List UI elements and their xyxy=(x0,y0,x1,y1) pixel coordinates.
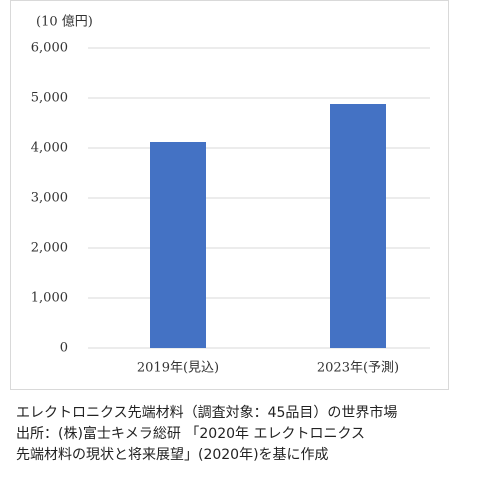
chart: (10 億円) 0 1,000 2,000 3,000 4,000 5,000 6,000 2… xyxy=(10,0,449,390)
y-tick-label: 0 xyxy=(60,341,68,356)
y-tick-label: 4,000 xyxy=(31,141,68,156)
caption-line: 先端材料の現状と将来展望」(2020年)を基に作成 xyxy=(16,447,329,463)
unit-label: (10 億円) xyxy=(36,14,93,30)
caption-line: 出所：(株)富士キメラ総研 「2020年 エレクトロニクス xyxy=(16,426,366,442)
caption-line: エレクトロニクス先端材料（調査対象：45品目）の世界市場 xyxy=(16,405,398,421)
y-tick-label: 5,000 xyxy=(31,91,68,106)
chart-frame xyxy=(10,0,449,390)
y-tick-label: 3,000 xyxy=(31,191,68,206)
x-tick-label: 2019年(見込) xyxy=(137,361,219,376)
y-tick-label: 2,000 xyxy=(31,241,68,256)
y-tick-label: 6,000 xyxy=(31,41,68,56)
y-tick-label: 1,000 xyxy=(31,291,68,306)
bar xyxy=(150,142,206,348)
x-tick-label: 2023年(予測) xyxy=(317,361,399,376)
bar xyxy=(330,104,386,348)
